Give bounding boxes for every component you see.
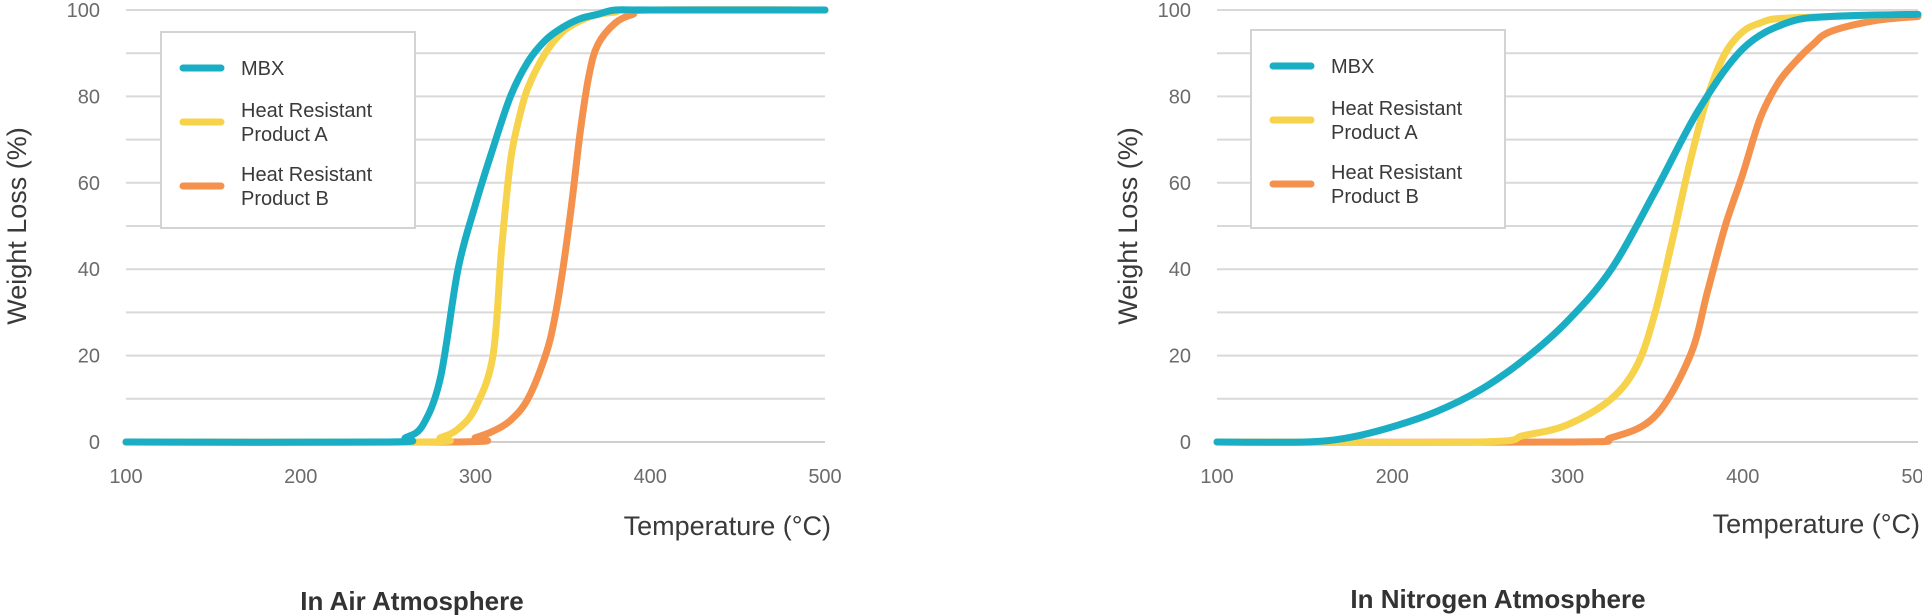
y-tick-label: 100	[67, 0, 100, 22]
y-tick-label: 0	[89, 432, 100, 454]
legend-label-heat-resistant-product-b: Heat Resistant Product B	[1331, 162, 1463, 208]
x-tick-label: 400	[634, 466, 667, 488]
chart-title: In Air Atmosphere	[300, 586, 523, 615]
y-axis-title: Weight Loss (%)	[1113, 127, 1143, 325]
y-tick-label: 60	[78, 173, 100, 195]
legend: MBX Heat Resistant Product A Heat Resistant…	[160, 31, 416, 229]
x-tick-label: 100	[1200, 466, 1233, 488]
y-tick-label: 100	[1158, 0, 1191, 22]
y-axis-title: Weight Loss (%)	[2, 127, 32, 325]
x-tick-label: 300	[459, 466, 492, 488]
x-tick-label: 500	[808, 466, 841, 488]
y-tick-label: 80	[1169, 86, 1191, 108]
chart-panel-1: 0 20 40 60 80 100 100 200 300 400 500 Temperature (…	[2, 0, 842, 615]
legend-box	[160, 31, 416, 229]
legend-label-heat-resistant-product-a: Heat Resistant Product A	[241, 100, 373, 146]
legend-label-mbx: MBX	[1331, 56, 1374, 78]
series-line-mbx	[1213, 10, 1922, 446]
y-tick-label: 60	[1169, 173, 1191, 195]
x-tick-label: 400	[1726, 466, 1759, 488]
x-tick-label: 500	[1901, 466, 1922, 488]
y-tick-label: 0	[1180, 432, 1191, 454]
legend-label-mbx: MBX	[241, 58, 284, 80]
y-tick-label: 80	[78, 86, 100, 108]
chart-title: In Nitrogen Atmosphere	[1350, 584, 1645, 614]
x-axis-title: Temperature (°C)	[624, 511, 831, 541]
series-line-heat-resistant-product-b	[1213, 12, 1922, 446]
series-line-mbx	[122, 6, 829, 446]
y-tick-label: 40	[1169, 259, 1191, 281]
legend-label-heat-resistant-product-b: Heat Resistant Product B	[241, 164, 373, 210]
x-axis-title: Temperature (°C)	[1713, 509, 1920, 539]
legend: MBX Heat Resistant Product A Heat Resistant…	[1250, 29, 1506, 229]
x-tick-label: 300	[1551, 466, 1584, 488]
series-line-heat-resistant-product-a	[1213, 10, 1922, 446]
x-tick-label: 100	[109, 466, 142, 488]
chart-panel-2: 0 20 40 60 80 100 100 200 300 400 500 Temperature (…	[1113, 0, 1922, 614]
x-tick-label: 200	[284, 466, 317, 488]
x-tick-label: 200	[1376, 466, 1409, 488]
y-tick-label: 40	[78, 259, 100, 281]
legend-label-heat-resistant-product-a: Heat Resistant Product A	[1331, 98, 1463, 144]
y-tick-label: 20	[1169, 346, 1191, 368]
series-line-heat-resistant-product-b	[122, 6, 829, 446]
y-tick-label: 20	[78, 346, 100, 368]
